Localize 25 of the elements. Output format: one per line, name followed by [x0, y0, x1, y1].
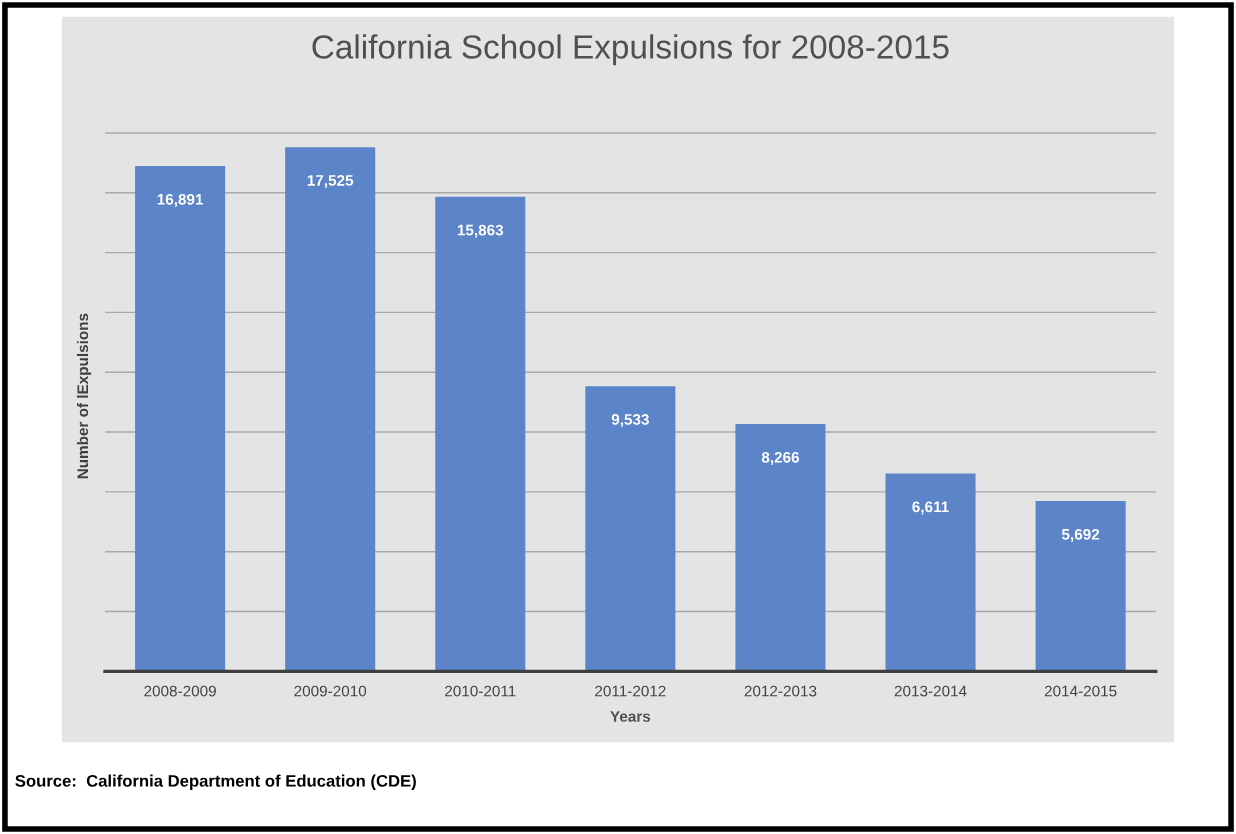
x-tick-label: 2008-2009 [144, 685, 216, 697]
bar [435, 196, 526, 672]
data-label: 15,863 [457, 224, 504, 238]
chart-title: California School Expulsions for 2008-2015 [312, 34, 949, 66]
bar [135, 166, 226, 672]
y-axis-title: Number of lExpulsions [76, 313, 92, 479]
bar [285, 147, 376, 672]
x-tick-label: 2014-2015 [1044, 685, 1117, 697]
source-note: Source: California Department of Education (CDE) [15, 774, 416, 791]
data-label: 9,533 [611, 414, 649, 428]
bar [585, 386, 676, 672]
data-label: 8,266 [761, 451, 800, 465]
x-tick-label: 2012-2013 [744, 685, 817, 697]
x-tick-label: 2009-2010 [294, 685, 367, 697]
x-tick-label: 2013-2014 [894, 685, 967, 697]
bar [885, 473, 976, 672]
x-tick-label: 2010-2011 [445, 685, 516, 697]
data-label: 17,525 [307, 174, 354, 188]
data-label: 5,692 [1061, 528, 1100, 542]
x-tick-label: 2011-2012 [595, 685, 666, 697]
data-label: 6,611 [912, 501, 949, 515]
data-label: 16,891 [157, 193, 204, 207]
x-axis-title: Years [610, 711, 651, 722]
bar [1035, 501, 1126, 672]
bar [735, 424, 826, 672]
